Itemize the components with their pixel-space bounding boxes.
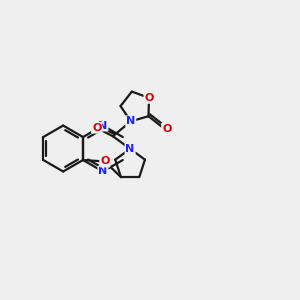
Text: O: O xyxy=(144,93,154,103)
Text: O: O xyxy=(162,124,171,134)
Text: O: O xyxy=(92,123,101,133)
Text: N: N xyxy=(125,144,135,154)
Text: N: N xyxy=(126,116,135,126)
Text: N: N xyxy=(98,167,107,176)
Text: O: O xyxy=(100,157,110,166)
Text: N: N xyxy=(98,121,107,130)
